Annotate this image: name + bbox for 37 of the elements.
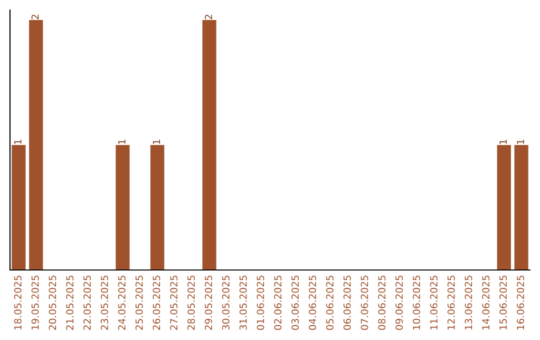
x-tick-label: 25.05.2025 (135, 276, 143, 330)
x-tick-label: 15.06.2025 (499, 276, 507, 330)
x-tick-label: 29.05.2025 (204, 276, 212, 330)
data-label: 2 (204, 14, 212, 20)
x-tick-label: 01.06.2025 (256, 276, 264, 330)
x-tick-label: 21.05.2025 (66, 276, 74, 330)
data-label: 2 (31, 14, 39, 20)
x-tick-label: 24.05.2025 (118, 276, 126, 330)
x-tick-label: 23.05.2025 (100, 276, 108, 330)
x-tick-label: 05.06.2025 (326, 276, 334, 330)
x-tick-label: 16.06.2025 (516, 276, 524, 330)
data-label: 1 (516, 140, 524, 144)
x-tick-label: 02.06.2025 (274, 276, 282, 330)
data-label: 1 (152, 140, 160, 144)
x-tick-label: 22.05.2025 (83, 276, 91, 330)
x-tick-label: 08.06.2025 (378, 276, 386, 330)
x-tick-label: 10.06.2025 (412, 276, 420, 330)
x-tick-label: 20.05.2025 (48, 276, 56, 330)
x-tick-label: 19.05.2025 (31, 276, 39, 330)
x-tick-label: 07.06.2025 (360, 276, 368, 330)
data-label: 1 (500, 140, 507, 144)
x-tick-label: 09.06.2025 (395, 276, 403, 330)
x-tick-label: 28.05.2025 (187, 276, 195, 330)
x-tick-label: 30.05.2025 (222, 276, 230, 330)
x-tick-label: 14.06.2025 (482, 276, 490, 330)
x-tick-label: 12.06.2025 (447, 276, 455, 330)
x-tick-label: 26.05.2025 (152, 276, 160, 330)
x-tick-label: 11.06.2025 (430, 276, 438, 330)
x-tick-label: 18.05.2025 (14, 276, 22, 330)
data-label: 1 (118, 140, 126, 144)
x-tick-label: 27.05.2025 (170, 276, 178, 330)
x-tick-label: 03.06.2025 (291, 276, 299, 330)
x-tick-label: 04.06.2025 (308, 276, 316, 330)
x-tick-label: 31.05.2025 (239, 276, 247, 330)
x-tick-label: 06.06.2025 (343, 276, 351, 330)
x-tick-label: 13.06.2025 (464, 276, 472, 330)
data-label: 1 (14, 140, 22, 144)
